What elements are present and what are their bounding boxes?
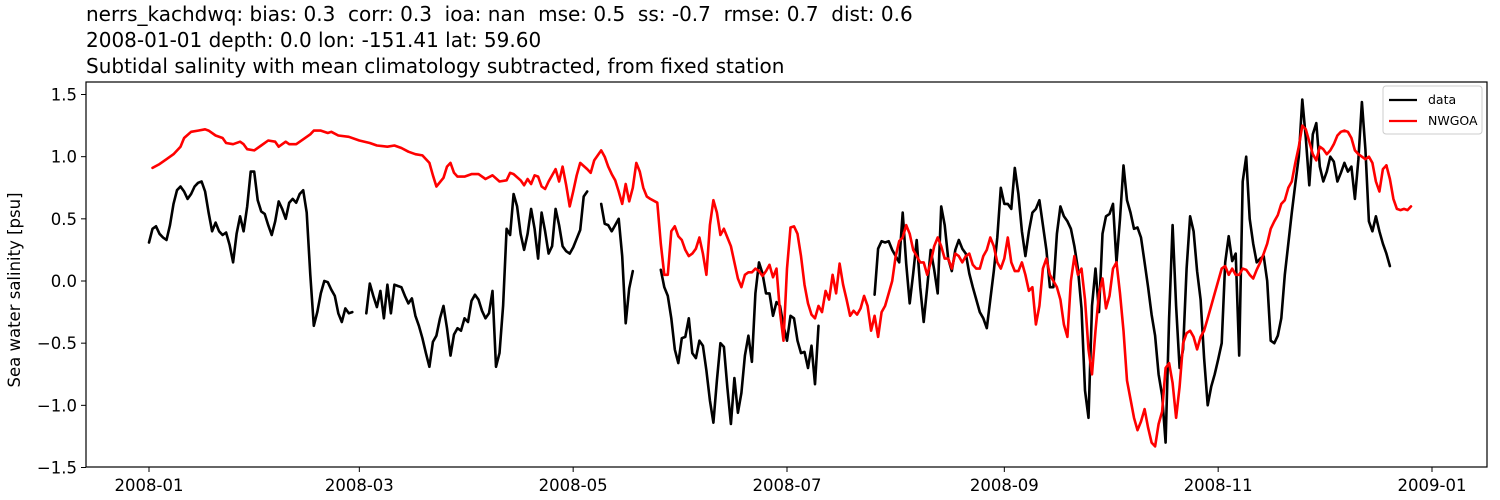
x-tick-label: 2008-07	[753, 476, 822, 495]
legend: data NWGOA	[1382, 85, 1483, 135]
y-tick-label: −0.5	[37, 334, 77, 353]
nwgoa-series-line	[1385, 164, 1413, 212]
data-series-line	[599, 202, 635, 325]
y-tick-label: 1.0	[51, 148, 77, 167]
data-series-line	[873, 98, 1392, 444]
x-axis: 2008-01 2008-03 2008-05 2008-07 2008-09 2008-…	[115, 467, 1467, 495]
y-tick-label: 0.0	[51, 272, 77, 291]
x-tick-label: 2008-05	[539, 476, 608, 495]
x-tick-label: 2009-01	[1398, 476, 1467, 495]
legend-nwgoa-label: NWGOA	[1428, 113, 1478, 128]
y-tick-label: −1.0	[37, 396, 77, 415]
x-tick-label: 2008-01	[115, 476, 184, 495]
chart-title-description: Subtidal salinity with mean climatology …	[86, 54, 785, 78]
plot-area	[147, 98, 1413, 448]
chart-title-location: 2008-01-01 depth: 0.0 lon: -151.41 lat: …	[86, 28, 542, 52]
x-tick-label: 2008-03	[325, 476, 394, 495]
data-series-line	[659, 261, 820, 426]
y-axis-label: Sea water salinity [psu]	[5, 192, 24, 387]
chart-title-stats: nerrs_kachdwq: bias: 0.3 corr: 0.3 ioa: …	[86, 2, 913, 26]
x-tick-label: 2008-09	[970, 476, 1039, 495]
y-tick-label: −1.5	[37, 459, 77, 478]
legend-data-label: data	[1428, 92, 1456, 107]
y-axis: 1.5 1.0 0.5 0.0 −0.5 −1.0 −1.5	[37, 86, 86, 478]
x-tick-label: 2008-11	[1184, 476, 1253, 495]
data-series-line	[364, 190, 589, 369]
y-tick-label: 0.5	[51, 210, 77, 229]
y-tick-label: 1.5	[51, 86, 77, 105]
data-series-line	[147, 170, 354, 328]
nwgoa-series-line	[151, 124, 1388, 448]
